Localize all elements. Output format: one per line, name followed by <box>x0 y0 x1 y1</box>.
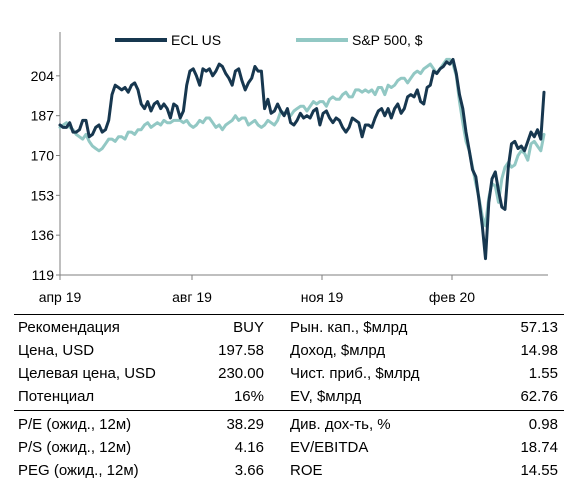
metric-value: 0.98 <box>528 416 558 433</box>
metric-label: Доход, $млрд <box>290 342 386 359</box>
metric-value: 4.16 <box>234 439 264 456</box>
metric-value: 57.13 <box>520 319 558 336</box>
y-tick-label: 187 <box>31 108 55 124</box>
legend-label: S&P 500, $ <box>352 32 423 48</box>
metric-label: Целевая цена, USD <box>18 365 156 382</box>
metrics-row: Рекомендация BUY Рын. кап., $млрд 57.13 <box>0 316 578 339</box>
x-tick-label: апр 19 <box>39 289 82 305</box>
metrics-table: Рекомендация BUY Рын. кап., $млрд 57.13 … <box>0 312 578 503</box>
series-line-ecl <box>58 57 546 261</box>
price-chart: 119 136 153 170 187 204 апр 19 авг 19 ноя 19 фев … <box>31 32 548 305</box>
metric-label: Рын. кап., $млрд <box>290 319 408 336</box>
series-line-sp500 <box>58 57 546 228</box>
metrics-divider-mid <box>14 410 564 411</box>
y-tick-label: 170 <box>31 148 55 164</box>
x-tick-label: авг 19 <box>172 289 212 305</box>
metric-value: 38.29 <box>226 416 264 433</box>
metric-value: 14.55 <box>520 462 558 479</box>
metric-label: P/S (ожид., 12м) <box>18 439 132 456</box>
x-tick-label: фев 20 <box>429 289 475 305</box>
metrics-row: Потенциал 16% EV, $млрд 62.76 <box>0 385 578 408</box>
metric-label: Цена, USD <box>18 342 95 359</box>
y-tick-label: 119 <box>32 267 55 283</box>
metrics-row: P/E (ожид., 12м) 38.29 Див. дох-ть, % 0.… <box>0 413 578 436</box>
metric-label: Див. дох-ть, % <box>290 416 391 433</box>
metric-value: 3.66 <box>234 462 264 479</box>
y-tick-label: 153 <box>31 187 55 203</box>
metric-label: Потенциал <box>18 388 95 405</box>
metric-value: 197.58 <box>218 342 264 359</box>
metric-label: P/E (ожид., 12м) <box>18 416 132 433</box>
metric-value: 62.76 <box>520 388 558 405</box>
metric-value: 230.00 <box>218 365 264 382</box>
metrics-row: Цена, USD 197.58 Доход, $млрд 14.98 <box>0 339 578 362</box>
metric-label: ROE <box>290 462 323 479</box>
x-tick-label: ноя 19 <box>301 289 344 305</box>
metrics-row: P/S (ожид., 12м) 4.16 EV/EBITDA 18.74 <box>0 436 578 459</box>
y-tick-label: 136 <box>31 227 55 243</box>
y-tick-label: 204 <box>31 68 55 84</box>
metric-value: BUY <box>233 319 264 336</box>
metric-value: 16% <box>233 388 264 405</box>
metric-label: Чист. приб., $млрд <box>290 365 420 382</box>
metric-value: 18.74 <box>520 439 558 456</box>
legend-label: ECL US <box>171 32 221 48</box>
metric-label: PEG (ожид., 12м) <box>18 462 139 479</box>
metric-value: 14.98 <box>520 342 558 359</box>
metrics-divider-top <box>14 314 564 315</box>
metric-label: EV, $млрд <box>290 388 362 405</box>
metrics-row: PEG (ожид., 12м) 3.66 ROE 14.55 <box>0 459 578 482</box>
metric-value: 1.55 <box>528 365 558 382</box>
metric-label: Рекомендация <box>18 319 120 336</box>
metric-label: EV/EBITDA <box>290 439 369 456</box>
metrics-row: Целевая цена, USD 230.00 Чист. приб., $м… <box>0 362 578 385</box>
